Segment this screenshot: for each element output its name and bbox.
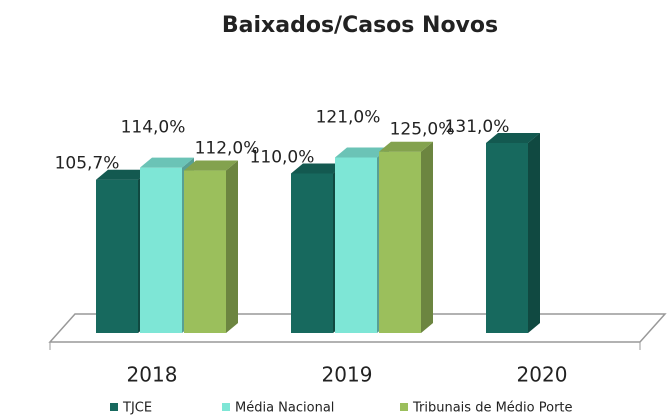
legend-label: TJCE xyxy=(122,401,152,416)
value-label: 112,0% xyxy=(195,139,260,159)
bar-top xyxy=(291,163,345,174)
value-label: 110,0% xyxy=(250,147,315,167)
legend-swatch xyxy=(222,403,230,411)
legend-swatch xyxy=(110,403,118,411)
bar xyxy=(486,133,540,333)
bar-front xyxy=(291,173,333,333)
bar-top-shade xyxy=(335,147,389,158)
bar-front xyxy=(140,167,182,333)
bar-top-shade xyxy=(140,157,194,168)
legend-label: Média Nacional xyxy=(235,401,334,416)
bar-side xyxy=(226,160,238,333)
value-label: 131,0% xyxy=(445,117,510,137)
bar-top-shade xyxy=(96,169,150,180)
x-tick-label: 2020 xyxy=(517,363,568,387)
bar-top xyxy=(96,169,150,180)
bar-top xyxy=(184,160,238,171)
bar xyxy=(184,160,238,333)
bar-front xyxy=(96,179,138,333)
bar-side-shade xyxy=(421,141,433,333)
bar-top xyxy=(335,147,389,158)
bar-side xyxy=(421,141,433,333)
bar-front xyxy=(184,170,226,333)
bar-front xyxy=(335,157,377,333)
bar-top-shade xyxy=(486,133,540,143)
legend-label: Tribunais de Médio Porte xyxy=(412,401,573,416)
bar-top-shade xyxy=(379,141,433,152)
bar-side-shade xyxy=(528,133,540,333)
bar-top xyxy=(486,133,540,143)
bar-top-shade xyxy=(184,160,238,171)
x-tick-label: 2019 xyxy=(322,363,373,387)
bar-top xyxy=(140,157,194,168)
bar-front xyxy=(379,151,421,333)
bar-front xyxy=(486,143,528,333)
value-label: 125,0% xyxy=(390,120,455,140)
value-label: 105,7% xyxy=(55,154,120,174)
value-label: 121,0% xyxy=(316,108,381,128)
bar xyxy=(379,141,433,333)
bar-side-shade xyxy=(226,160,238,333)
x-tick-label: 2018 xyxy=(127,363,178,387)
bar-top xyxy=(379,141,433,152)
legend-swatch xyxy=(400,403,408,411)
chart-title: Baixados/Casos Novos xyxy=(222,13,498,38)
bar-side xyxy=(528,133,540,333)
value-label: 114,0% xyxy=(121,118,186,138)
bar-top-shade xyxy=(291,163,345,174)
